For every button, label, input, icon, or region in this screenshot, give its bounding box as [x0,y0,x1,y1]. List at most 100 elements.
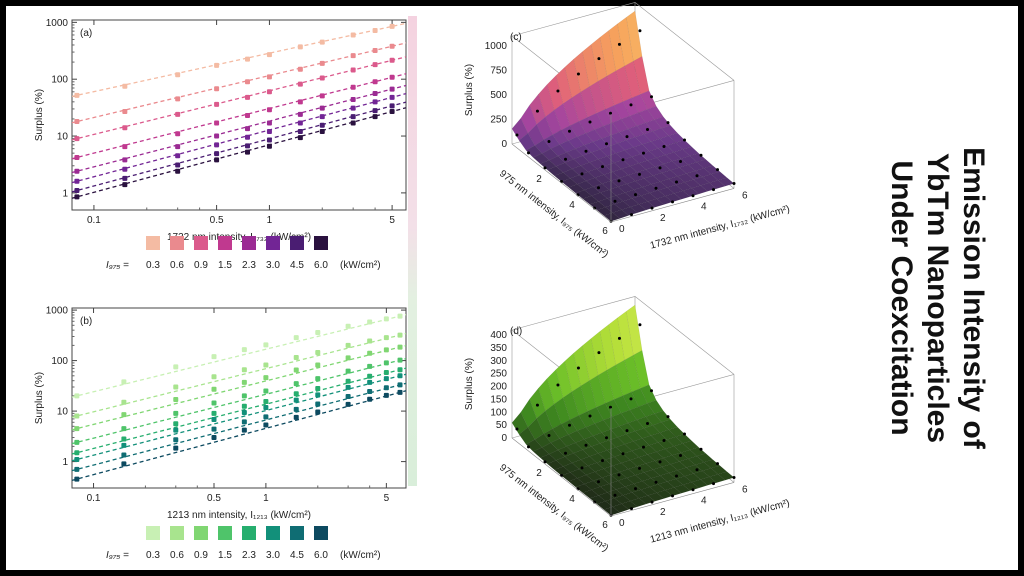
fit-line-0.3 [71,313,407,398]
surface-point [588,120,592,124]
y-tick-label: 1 [62,457,68,468]
data-point [74,194,80,200]
data-point [122,182,128,188]
surface-point [597,480,600,484]
data-point [372,27,378,33]
legend-value: 3.0 [266,550,280,561]
y-tick-label: 100 [51,356,68,367]
data-point [241,393,247,399]
fit-line-2.3 [71,84,407,174]
data-point [315,386,321,392]
surface-patch [603,506,621,516]
surface-point [642,151,645,155]
data-point [293,381,299,387]
surface-point [666,415,670,419]
surface-point [630,213,633,217]
surface-point [564,451,567,455]
data-point [389,86,395,92]
surface-point [576,72,580,76]
data-point [263,362,269,368]
surface-point [675,474,678,478]
legend-value: 2.3 [242,260,256,271]
y-tick-label: 4 [701,496,707,507]
surface-point [613,199,617,203]
data-point [245,143,251,149]
z-tick-label: 0 [501,139,507,150]
data-point [383,392,389,398]
data-point [315,409,321,415]
data-point [397,382,403,388]
data-point [367,363,373,369]
surface-point [588,414,592,418]
legend-value: 2.3 [242,550,256,561]
surface-point [613,493,617,497]
surface-point [642,445,645,449]
data-point [389,103,395,109]
data-point [175,153,181,159]
data-point [74,92,80,98]
data-point [74,450,80,456]
fit-line-3.0 [71,92,407,184]
surface-point [650,206,654,210]
data-point [319,39,325,45]
y-tick-label: 0 [619,224,625,235]
title-line-2: YbTm Nanoparticles [921,153,954,443]
data-point [121,399,127,405]
surface-point [699,447,703,451]
data-point [263,422,269,428]
data-point [350,96,356,102]
legend-value: 4.5 [290,260,304,271]
data-point [211,434,217,440]
data-point [121,461,127,467]
surface-point [580,172,584,176]
data-point [241,367,247,373]
surface-point [617,336,621,340]
data-point [245,126,251,132]
surface-point [691,488,695,492]
data-point [214,86,220,92]
legend-value: 3.0 [266,260,280,271]
z-tick-label: 150 [490,394,507,405]
data-point [367,350,373,356]
surface-point [543,166,547,170]
data-point [211,417,217,423]
panel-label: (d) [510,326,522,337]
surface-point [683,432,686,436]
surface-point [679,160,682,164]
y-tick-label: 6 [742,190,748,201]
surface-point [712,482,715,486]
data-point [173,427,179,433]
legend-value: 4.5 [290,550,304,561]
legend-swatch-0.3 [146,236,160,250]
data-point [297,111,303,117]
surface-point [679,454,682,458]
divider-bar [408,16,417,486]
data-point [263,342,269,348]
surface-point [654,480,658,484]
data-point [389,94,395,100]
x-axis-label: 1732 nm intensity, I₁₇₃₂ (kW/cm²) [167,232,311,243]
data-point [350,32,356,38]
z-tick-label: 250 [490,114,507,125]
surface-point [556,89,560,93]
surface-point [617,42,621,46]
box-edge [511,143,612,223]
legend-value: 0.9 [194,550,208,561]
data-point [173,396,179,402]
legend-value: 0.3 [146,550,160,561]
data-point [397,344,403,350]
surface-point [527,445,530,449]
x-tick-label: 4 [569,200,575,211]
data-point [297,44,303,50]
legend-swatch-2.3 [242,236,256,250]
x-tick-label: 0.1 [87,215,101,226]
data-point [266,137,272,143]
y-tick-label: 6 [742,484,748,495]
data-point [122,109,128,115]
data-point [297,120,303,126]
data-point [297,99,303,105]
fit-line-0.6 [71,42,407,124]
surface-point [535,403,539,407]
data-point [122,166,128,172]
